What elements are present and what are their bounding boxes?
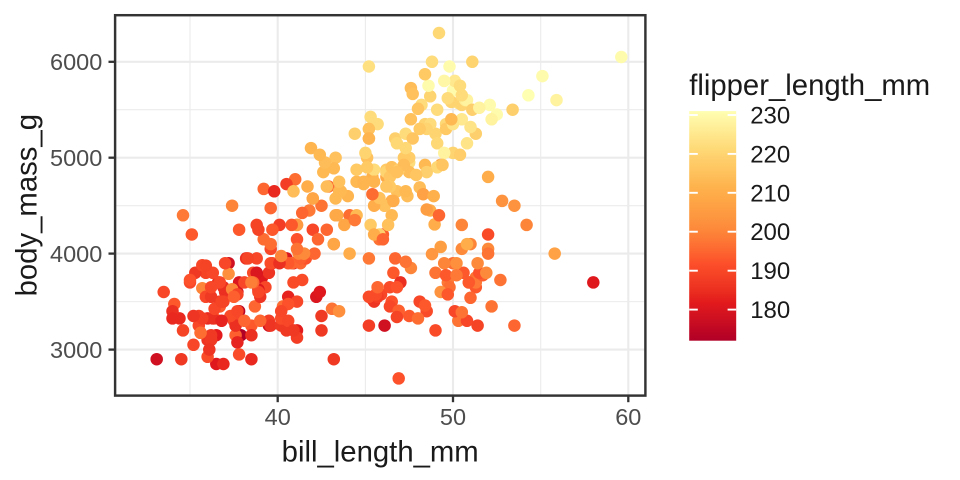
svg-text:50: 50 xyxy=(440,404,466,430)
svg-text:4000: 4000 xyxy=(50,241,102,267)
svg-text:bill_length_mm: bill_length_mm xyxy=(282,436,479,469)
svg-text:flipper_length_mm: flipper_length_mm xyxy=(689,69,930,102)
svg-text:220: 220 xyxy=(750,141,790,168)
svg-text:body_mass_g: body_mass_g xyxy=(11,114,44,296)
svg-text:3000: 3000 xyxy=(50,337,102,363)
svg-text:180: 180 xyxy=(750,297,790,324)
svg-text:60: 60 xyxy=(615,404,641,430)
svg-text:200: 200 xyxy=(750,219,790,246)
svg-text:230: 230 xyxy=(750,103,790,130)
svg-text:210: 210 xyxy=(750,180,790,207)
svg-text:6000: 6000 xyxy=(50,49,102,75)
svg-text:190: 190 xyxy=(750,258,790,285)
svg-text:5000: 5000 xyxy=(50,145,102,171)
svg-text:40: 40 xyxy=(265,404,291,430)
